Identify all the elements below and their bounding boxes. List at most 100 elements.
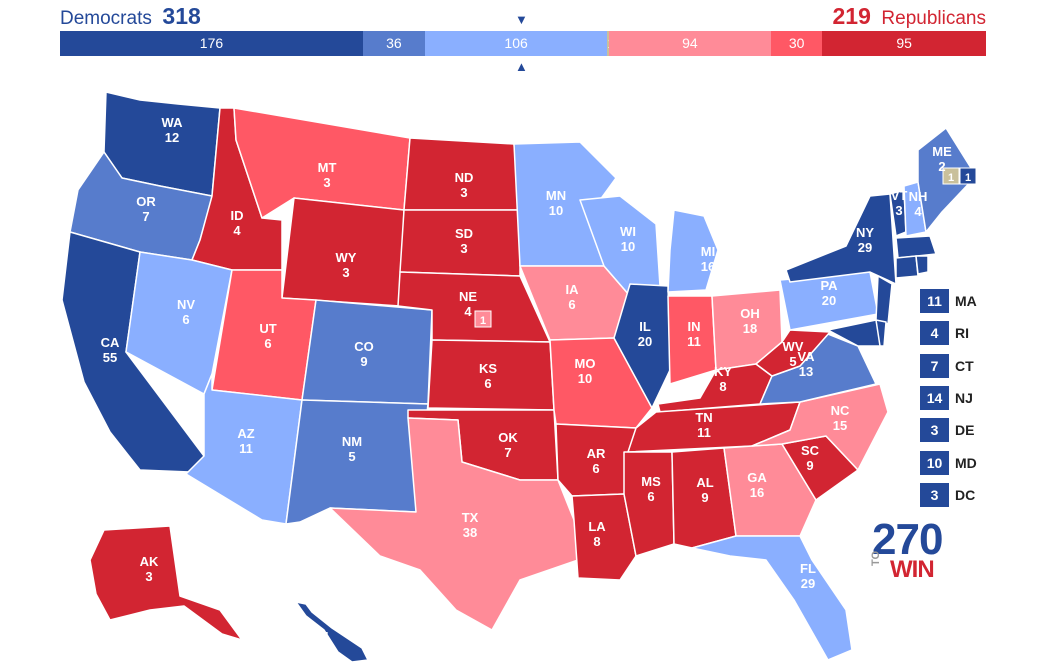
state-label-mi: MI 16 [701, 244, 715, 274]
state-label-az: AZ 11 [237, 426, 254, 456]
tally-segment: 94 [609, 31, 771, 56]
state-label-co: CO 9 [354, 339, 374, 369]
state-label-pa: PA 20 [820, 278, 838, 308]
state-label-mt: MT 3 [318, 160, 337, 190]
state-label-sc: SC 9 [801, 443, 820, 473]
state-mi[interactable] [667, 209, 719, 293]
republicans-label: Republicans [881, 8, 986, 29]
state-label-wi: WI 10 [620, 224, 636, 254]
state-label-ca: CA 55 [101, 335, 120, 365]
republicans-total: 219 Republicans [832, 3, 986, 30]
logo-to: TO [870, 550, 882, 566]
state-label-nc: NC 15 [831, 403, 850, 433]
state-label-ut: UT 6 [259, 321, 276, 351]
state-label-ak: AK 3 [140, 554, 159, 584]
state-label-nh: NH 4 [909, 189, 928, 219]
democrats-total: Democrats 318 [60, 3, 201, 30]
state-ma[interactable] [895, 235, 937, 259]
state-ct[interactable] [895, 255, 919, 279]
state-label-or: OR 7 [136, 194, 156, 224]
small-state-label-ct: CT [955, 357, 974, 374]
state-label-hi: HI 4 [316, 629, 329, 659]
democrats-count: 318 [162, 3, 201, 29]
democrats-label: Democrats [60, 8, 152, 29]
state-label-nv: NV 6 [177, 297, 195, 327]
me-district-value-1: 1 [965, 172, 971, 184]
state-label-id: ID 4 [231, 208, 244, 238]
tally-segment: 176 [60, 31, 363, 56]
small-state-label-md: MD [955, 454, 977, 471]
small-state-label-nj: NJ [955, 389, 973, 406]
state-nm[interactable] [285, 399, 429, 525]
state-il[interactable] [613, 283, 671, 409]
state-label-va: VA 13 [797, 349, 815, 379]
state-fl[interactable] [691, 535, 853, 661]
state-label-in: IN 11 [687, 319, 701, 349]
state-ak[interactable] [89, 525, 243, 641]
state-label-sd: SD 3 [455, 226, 473, 256]
small-state-votes-nj[interactable]: 14 [920, 385, 949, 410]
state-label-ks: KS 6 [479, 361, 497, 391]
small-state-votes-ct[interactable]: 7 [920, 353, 949, 378]
header-bar: Democrats 318 219 Republicans ▼ 176 36 106… [0, 0, 1050, 80]
state-ms[interactable] [623, 451, 675, 557]
state-label-wa: WA 12 [162, 115, 184, 145]
state-label-ms: MS 6 [641, 474, 661, 504]
state-label-wy: WY 3 [336, 250, 357, 280]
small-state-label-de: DE [955, 422, 975, 439]
state-label-ky: KY 8 [714, 364, 732, 394]
ne-district-value: 1 [480, 315, 486, 327]
state-de[interactable] [875, 319, 887, 347]
small-state-votes-dc[interactable]: 3 [920, 482, 949, 507]
small-state-label-ri: RI [955, 325, 969, 342]
state-nc[interactable] [751, 383, 889, 471]
state-label-ny: NY 29 [856, 225, 874, 255]
state-label-tn: TN 11 [695, 410, 712, 440]
logo-win: WIN [890, 556, 935, 583]
state-label-ok: OK 7 [498, 430, 518, 460]
electoral-tally-bar: 176361061943095 [60, 31, 986, 56]
majority-marker-bottom-icon: ▲ [515, 59, 528, 74]
state-label-la: LA 8 [588, 519, 606, 549]
state-label-il: IL 20 [638, 319, 652, 349]
ne-district-badge[interactable] [474, 310, 492, 328]
state-label-al: AL 9 [696, 475, 713, 505]
tally-segment: 1 [607, 31, 610, 56]
state-label-nm: NM 5 [342, 434, 362, 464]
small-state-label-ma: MA [955, 293, 977, 309]
logo-number: 270 [872, 515, 943, 564]
small-state-label-dc: DC [955, 486, 976, 503]
state-nj[interactable] [875, 275, 893, 325]
state-label-oh: OH 18 [740, 306, 760, 336]
tally-segment: 95 [822, 31, 986, 56]
state-ny[interactable] [785, 193, 897, 285]
state-label-ga: GA 16 [747, 470, 767, 500]
me-district-badge-1[interactable] [959, 167, 977, 185]
majority-marker-top-icon: ▼ [515, 12, 528, 27]
state-label-mn: MN 10 [546, 188, 566, 218]
state-label-nd: ND 3 [455, 170, 474, 200]
republicans-count: 219 [832, 3, 871, 29]
state-label-fl: FL 29 [800, 561, 816, 591]
tally-segment: 106 [424, 31, 608, 56]
state-ri[interactable] [915, 255, 929, 275]
tally-segment: 36 [362, 31, 425, 56]
state-label-ar: AR 6 [587, 446, 606, 476]
state-label-mo: MO 10 [575, 356, 596, 386]
state-label-ia: IA 6 [566, 282, 580, 312]
state-label-wv: WV 5 [783, 339, 804, 369]
me-district-badge-2[interactable] [942, 167, 960, 185]
270towin-logo: 270 TO WIN [870, 515, 943, 584]
small-state-votes-ri[interactable]: 4 [920, 321, 949, 346]
state-hi[interactable] [295, 601, 369, 663]
state-label-me: ME 2 [932, 144, 952, 174]
state-wv[interactable] [755, 329, 831, 377]
small-state-votes-de[interactable]: 3 [920, 418, 949, 443]
small-state-votes-ma[interactable]: 11 [920, 289, 949, 313]
tally-segment: 30 [770, 31, 823, 56]
small-state-votes-md[interactable]: 10 [920, 450, 949, 475]
state-label-ne: NE 4 [459, 289, 477, 319]
state-tx[interactable] [329, 417, 579, 631]
state-az[interactable] [185, 373, 303, 525]
